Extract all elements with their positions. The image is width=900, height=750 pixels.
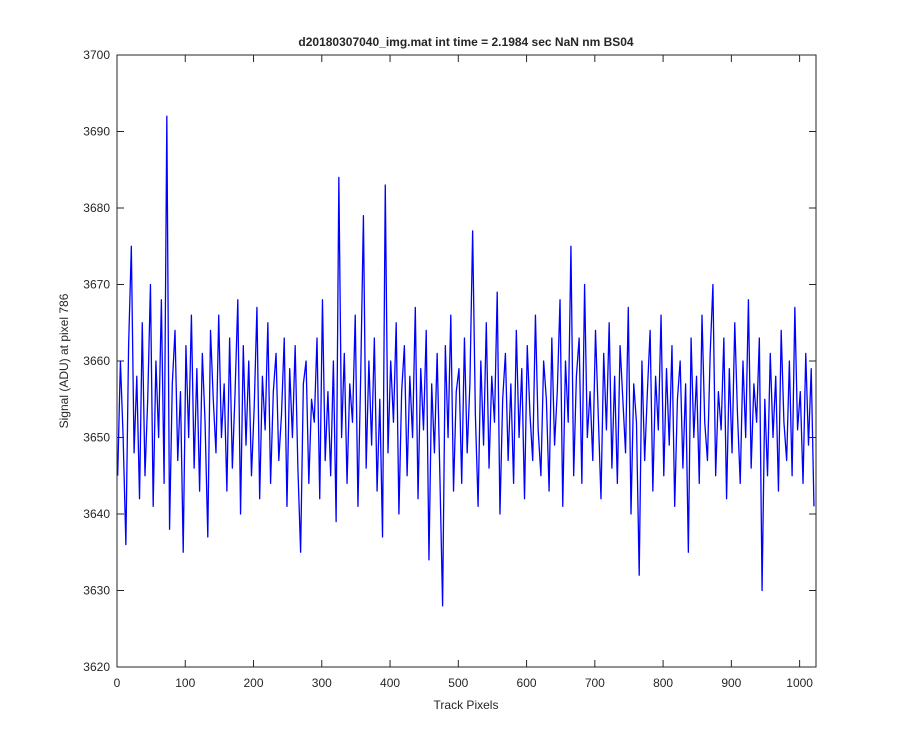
data-line [117,115,815,607]
y-tick-label: 3680 [83,201,110,215]
x-tick-label: 900 [721,676,741,690]
y-tick-label: 3630 [83,584,110,598]
x-tick-label: 300 [312,676,332,690]
y-tick-label: 3640 [83,507,110,521]
y-axis-label: Signal (ADU) at pixel 786 [57,293,71,428]
y-tick-label: 3700 [83,48,110,62]
x-axis-label: Track Pixels [434,698,499,712]
x-tick-label: 400 [380,676,400,690]
x-tick-label: 700 [585,676,605,690]
y-tick-label: 3620 [83,660,110,674]
x-tick-label: 800 [653,676,673,690]
x-tick-label: 0 [114,676,121,690]
y-tick-label: 3650 [83,431,110,445]
y-tick-label: 3690 [83,125,110,139]
y-tick-label: 3660 [83,354,110,368]
x-tick-label: 1000 [786,676,813,690]
x-tick-label: 200 [244,676,264,690]
x-tick-label: 500 [448,676,468,690]
x-tick-label: 100 [175,676,195,690]
plot-frame [116,54,817,668]
y-tick-label: 3670 [83,278,110,292]
x-tick-label: 600 [517,676,537,690]
chart-title: d20180307040_img.mat int time = 2.1984 s… [298,35,634,49]
